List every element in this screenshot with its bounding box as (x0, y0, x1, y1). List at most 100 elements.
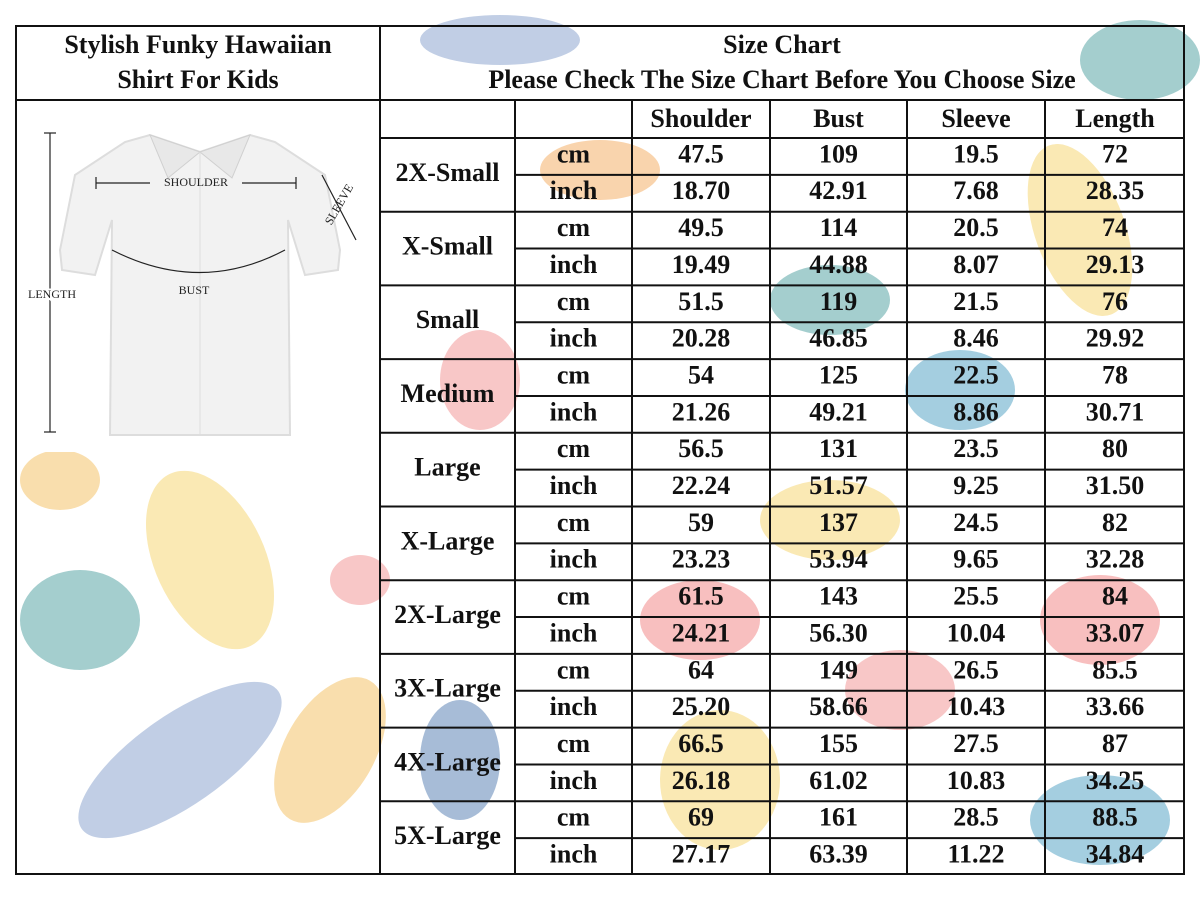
measurement: 26.5 (953, 655, 999, 684)
measurement: 20.5 (953, 213, 999, 242)
measurement: 21.26 (672, 397, 731, 426)
measurement: 19.5 (953, 139, 999, 168)
measurement: 59 (688, 508, 714, 537)
measurement: 58.66 (809, 692, 868, 721)
measurement: 10.83 (947, 766, 1006, 795)
unit-label: inch (550, 397, 598, 426)
unit-label: inch (550, 176, 598, 205)
measurement: 76 (1102, 287, 1128, 316)
measurement: 8.46 (953, 324, 999, 353)
unit-label: inch (550, 840, 598, 869)
unit-label: cm (557, 582, 591, 611)
measurement: 149 (819, 655, 858, 684)
measurement: 27.5 (953, 729, 999, 758)
measurement: 51.5 (678, 287, 724, 316)
label-length: LENGTH (28, 287, 76, 301)
measurement: 20.28 (672, 324, 731, 353)
size-label: 2X-Small (396, 158, 500, 187)
unit-label: cm (557, 803, 591, 832)
measurement: 66.5 (678, 729, 724, 758)
measurement: 80 (1102, 434, 1128, 463)
unit-label: inch (550, 766, 598, 795)
measurement: 11.22 (947, 840, 1004, 869)
unit-label: cm (557, 508, 591, 537)
measurement: 125 (819, 360, 858, 389)
outer-border (15, 25, 1185, 875)
measurement: 18.70 (672, 176, 731, 205)
measurement: 61.02 (809, 766, 868, 795)
unit-label: cm (557, 139, 591, 168)
label-shoulder: SHOULDER (164, 175, 228, 189)
size-label: Large (414, 453, 480, 482)
size-label: Medium (401, 379, 495, 408)
measurement: 10.04 (947, 618, 1006, 647)
measurement: 30.71 (1086, 397, 1145, 426)
unit-label: inch (550, 471, 598, 500)
measurement: 72 (1102, 139, 1128, 168)
measurement: 29.13 (1086, 250, 1145, 279)
measurement: 47.5 (678, 139, 724, 168)
measurement: 27.17 (672, 840, 731, 869)
measurement: 49.21 (809, 397, 868, 426)
measurement: 49.5 (678, 213, 724, 242)
measurement: 10.43 (947, 692, 1006, 721)
measurement: 28.35 (1086, 176, 1145, 205)
product-title: Stylish Funky Hawaiian (64, 30, 332, 59)
measurement: 33.07 (1086, 618, 1145, 647)
size-label: 3X-Large (394, 674, 501, 703)
background-pattern (20, 15, 1200, 865)
measurement: 26.18 (672, 766, 731, 795)
measurement: 7.68 (953, 176, 999, 205)
size-label: Small (416, 305, 480, 334)
unit-label: inch (550, 250, 598, 279)
measurement: 9.65 (953, 545, 999, 574)
table-title: Size Chart (723, 30, 841, 59)
measurement: 61.5 (678, 582, 724, 611)
size-label: 2X-Large (394, 600, 501, 629)
measurement: 31.50 (1086, 471, 1145, 500)
measurement: 161 (819, 803, 858, 832)
measurement: 56.30 (809, 618, 868, 647)
measurement: 33.66 (1086, 692, 1145, 721)
measurement: 51.57 (809, 471, 868, 500)
unit-label: cm (557, 729, 591, 758)
measurement: 78 (1102, 360, 1128, 389)
measurement: 64 (688, 655, 714, 684)
measurement: 21.5 (953, 287, 999, 316)
unit-label: inch (550, 692, 598, 721)
size-label: X-Large (401, 526, 495, 555)
measurement: 131 (819, 434, 858, 463)
measurement: 28.5 (953, 803, 999, 832)
product-title: Shirt For Kids (117, 65, 278, 94)
measurement: 63.39 (809, 840, 868, 869)
unit-label: cm (557, 287, 591, 316)
measurement: 34.25 (1086, 766, 1145, 795)
measurement: 84 (1102, 582, 1128, 611)
size-label: 4X-Large (394, 747, 501, 776)
shirt-panel: SHOULDER SLEEVE LENGTH BUST (17, 102, 378, 452)
measurement: 44.88 (809, 250, 868, 279)
unit-label: cm (557, 434, 591, 463)
measurement: 143 (819, 582, 858, 611)
measurement: 9.25 (953, 471, 999, 500)
measurement: 109 (819, 139, 858, 168)
measurement: 69 (688, 803, 714, 832)
unit-label: inch (550, 324, 598, 353)
unit-label: cm (557, 360, 591, 389)
measurement: 42.91 (809, 176, 868, 205)
column-header: Bust (813, 104, 864, 133)
measurement: 85.5 (1092, 655, 1138, 684)
unit-label: cm (557, 213, 591, 242)
measurement: 24.21 (672, 618, 731, 647)
column-header: Sleeve (941, 104, 1010, 133)
label-bust: BUST (179, 283, 210, 297)
measurement: 54 (688, 360, 714, 389)
measurement: 22.24 (672, 471, 731, 500)
measurement: 155 (819, 729, 858, 758)
measurement: 74 (1102, 213, 1128, 242)
measurement: 8.86 (953, 397, 999, 426)
measurement: 24.5 (953, 508, 999, 537)
column-header: Shoulder (650, 104, 751, 133)
measurement: 25.5 (953, 582, 999, 611)
